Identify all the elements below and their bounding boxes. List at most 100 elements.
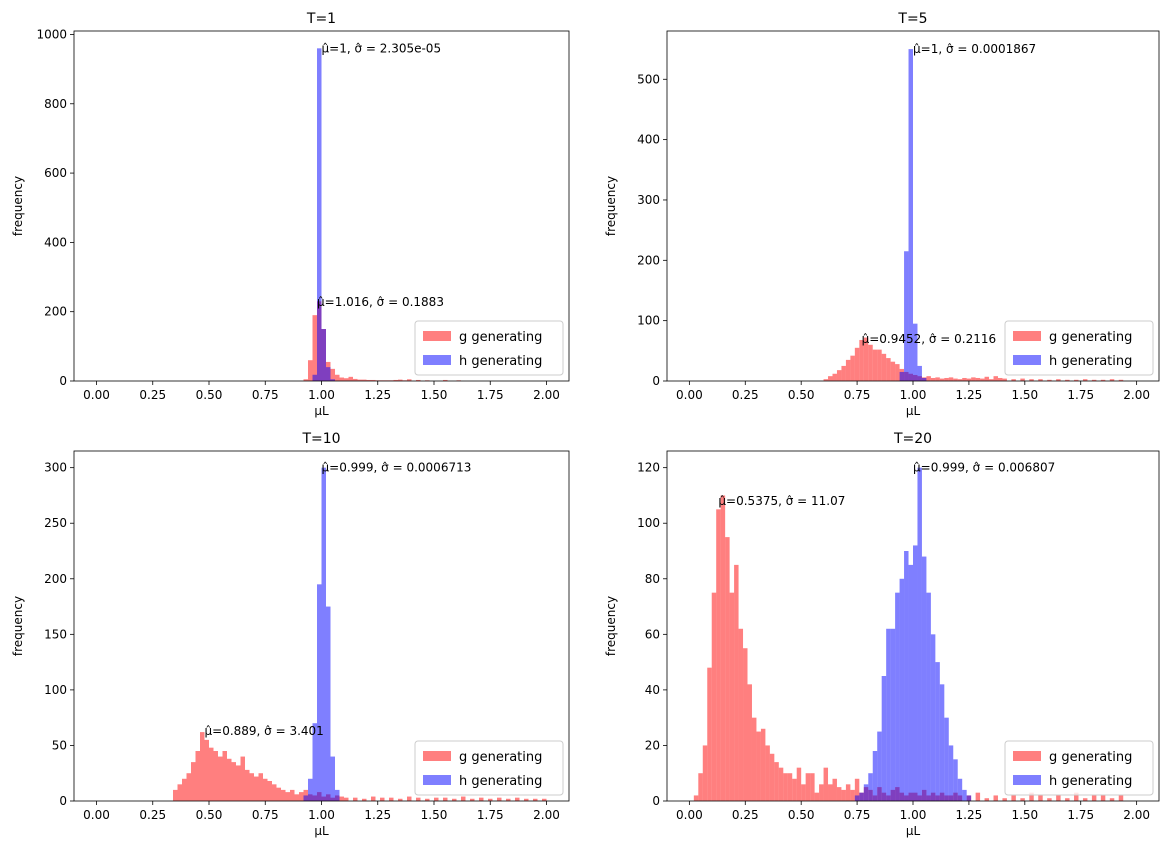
bar [191, 762, 196, 801]
bar [263, 778, 268, 801]
bar [1100, 379, 1106, 381]
bar [805, 773, 811, 801]
x-tick-label: 0.25 [139, 388, 166, 402]
bar [868, 344, 873, 381]
bar [962, 789, 967, 801]
bar [886, 358, 891, 381]
bar [859, 792, 864, 801]
bar [348, 376, 353, 381]
bar [312, 374, 317, 381]
series-g-bars [173, 732, 547, 801]
y-tick-label: 0 [652, 794, 660, 808]
bar [796, 767, 802, 801]
bar [881, 353, 887, 381]
bar [975, 377, 981, 381]
bar [200, 732, 205, 801]
bar [917, 365, 922, 381]
bar [488, 798, 493, 801]
bar [881, 676, 887, 801]
bar [890, 628, 896, 801]
bar [975, 792, 981, 801]
y-tick-label: 500 [637, 72, 660, 86]
bar [443, 379, 448, 381]
bar [939, 684, 945, 801]
bar [769, 753, 775, 801]
bar [904, 251, 909, 381]
bar [285, 792, 290, 801]
bar [398, 379, 403, 381]
y-tick-label: 300 [44, 461, 67, 475]
y-tick-label: 150 [44, 627, 67, 641]
bar [353, 378, 358, 381]
x-tick-label: 2.00 [1123, 808, 1150, 822]
bar [303, 795, 308, 801]
x-tick-label: 1.00 [308, 388, 335, 402]
bar [841, 365, 846, 381]
bar [524, 798, 529, 801]
bar [810, 773, 815, 801]
x-tick-label: 1.75 [1067, 388, 1094, 402]
bar [997, 377, 1003, 381]
x-tick-label: 1.00 [900, 808, 927, 822]
bar [362, 798, 367, 801]
bar [935, 377, 940, 381]
bar [393, 379, 398, 381]
series-h-bars [899, 49, 927, 381]
bar [729, 592, 735, 801]
x-tick-label: 1.50 [1011, 808, 1038, 822]
bar [836, 370, 842, 381]
bar [357, 379, 362, 381]
bar [716, 509, 721, 801]
bar [980, 378, 985, 381]
legend-box [1004, 320, 1154, 376]
bar [957, 778, 963, 801]
bar [944, 377, 949, 381]
bar [326, 367, 331, 381]
annotation-text: μ̂=0.999, σ̂ = 0.006807 [913, 461, 1055, 475]
annotation-text: μ̂=0.5375, σ̂ = 11.07 [718, 494, 845, 508]
y-tick-label: 0 [59, 374, 67, 388]
legend-label-h: h generating [459, 354, 542, 369]
bar [836, 787, 842, 801]
bar [1047, 798, 1052, 801]
bar [330, 368, 335, 381]
bar [1002, 798, 1007, 801]
bar [303, 379, 308, 381]
bar [935, 662, 940, 801]
y-tick-label: 0 [59, 794, 67, 808]
bar [389, 797, 394, 801]
bar [1118, 795, 1124, 801]
annotation-text: μ̂=1, σ̂ = 0.0001867 [913, 42, 1036, 56]
legend: g generating h generating [414, 740, 564, 796]
bar [859, 339, 864, 381]
bar [407, 379, 412, 381]
bar [317, 48, 322, 381]
bar [854, 347, 860, 381]
bar [227, 758, 232, 801]
bar [738, 628, 744, 801]
bar [222, 751, 227, 801]
bar [751, 717, 757, 801]
bar [209, 747, 214, 801]
bar [953, 759, 958, 801]
bar [177, 784, 182, 801]
x-tick-label: 0.75 [252, 388, 279, 402]
x-tick-label: 1.75 [1067, 808, 1094, 822]
bar [186, 773, 191, 801]
legend-swatch-g [423, 331, 451, 341]
bar [989, 379, 994, 381]
bar [948, 745, 954, 801]
x-tick-label: 0.25 [139, 808, 166, 822]
bar [913, 545, 918, 801]
bar [966, 795, 972, 801]
bar [845, 359, 851, 381]
bar [276, 787, 281, 801]
bar [294, 794, 299, 801]
bar [330, 756, 335, 801]
bar [267, 781, 272, 801]
bar [872, 349, 878, 381]
bar [330, 379, 335, 381]
series-h-bars [303, 467, 340, 801]
bar [823, 767, 829, 801]
